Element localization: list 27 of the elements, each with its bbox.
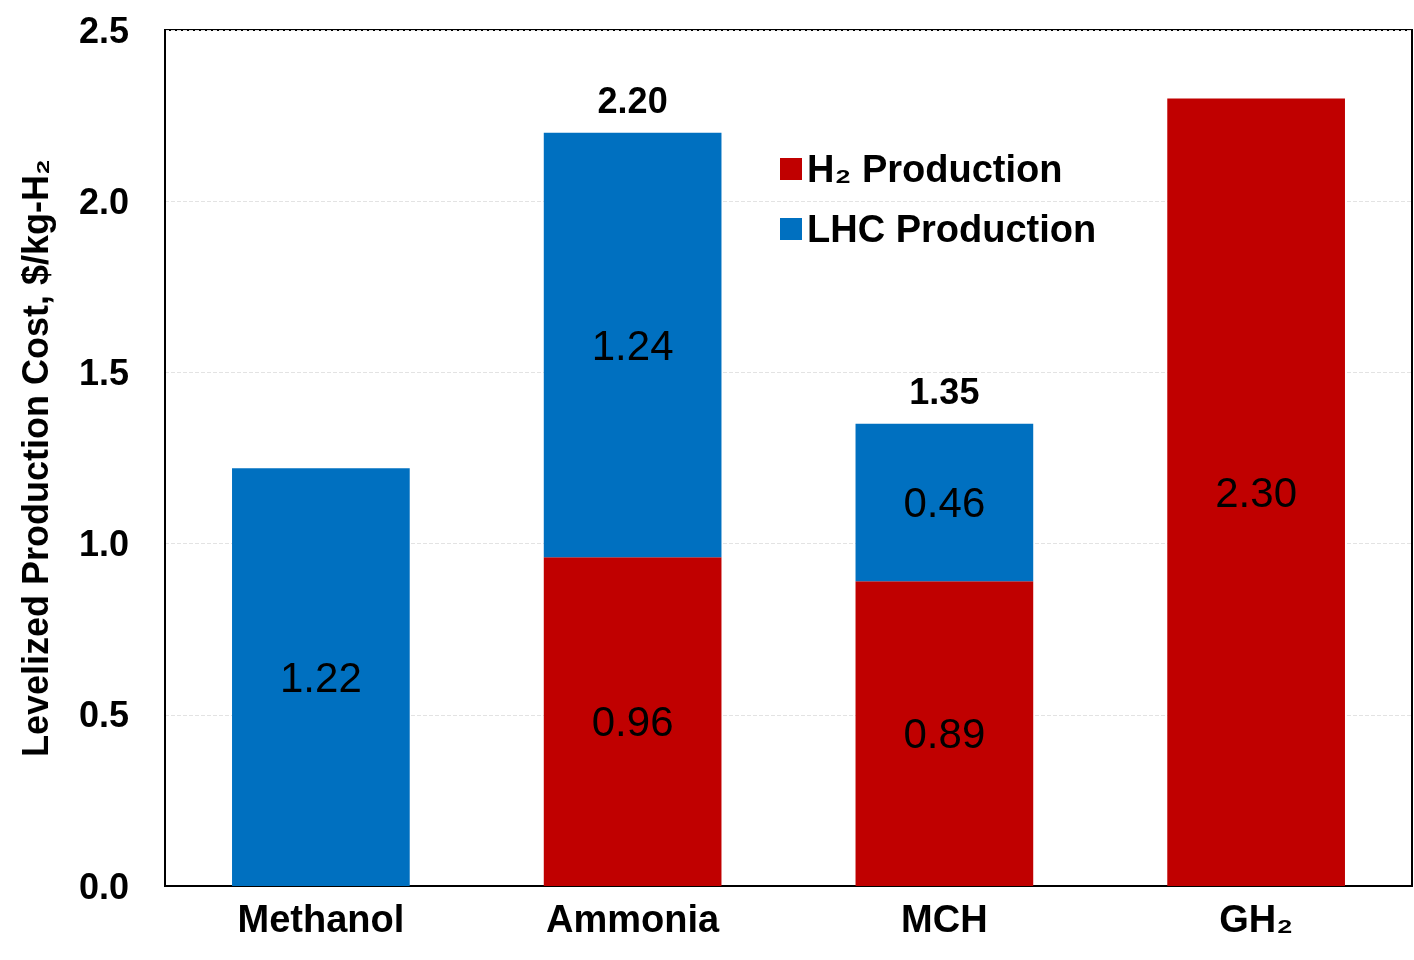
data-label: 2.30 (1215, 468, 1297, 516)
x-tick-label: Methanol (237, 898, 405, 940)
data-label: 1.22 (280, 653, 362, 701)
legend-label: LHC Production (807, 208, 1097, 250)
legend-label: H₂ Production (807, 148, 1063, 190)
y-tick-label: 1.5 (78, 351, 129, 393)
bar (1167, 98, 1345, 886)
bar (543, 557, 722, 886)
y-axis-title: Levelized Production Cost, $/kg-H₂ (14, 158, 56, 758)
x-tick-label: Ammonia (546, 898, 721, 940)
total-label: 2.20 (597, 80, 668, 122)
total-label: 1.35 (909, 371, 980, 413)
y-tick-label: 2.5 (78, 9, 129, 51)
bar (855, 423, 1034, 582)
data-label: 0.89 (903, 710, 986, 758)
y-tick-label: 0.0 (78, 865, 129, 907)
bar (855, 581, 1034, 886)
y-tick-label: 2.0 (78, 180, 129, 222)
y-tick-label: 1.0 (78, 523, 129, 565)
x-tick-label: MCH (901, 898, 988, 940)
data-label: 1.24 (591, 321, 674, 369)
y-tick-label: 0.5 (78, 694, 129, 736)
data-label: 0.46 (903, 479, 986, 527)
data-label: 0.96 (591, 698, 674, 746)
bar (543, 132, 722, 558)
bar (232, 468, 410, 886)
x-tick-label: GH₂ (1219, 898, 1294, 940)
